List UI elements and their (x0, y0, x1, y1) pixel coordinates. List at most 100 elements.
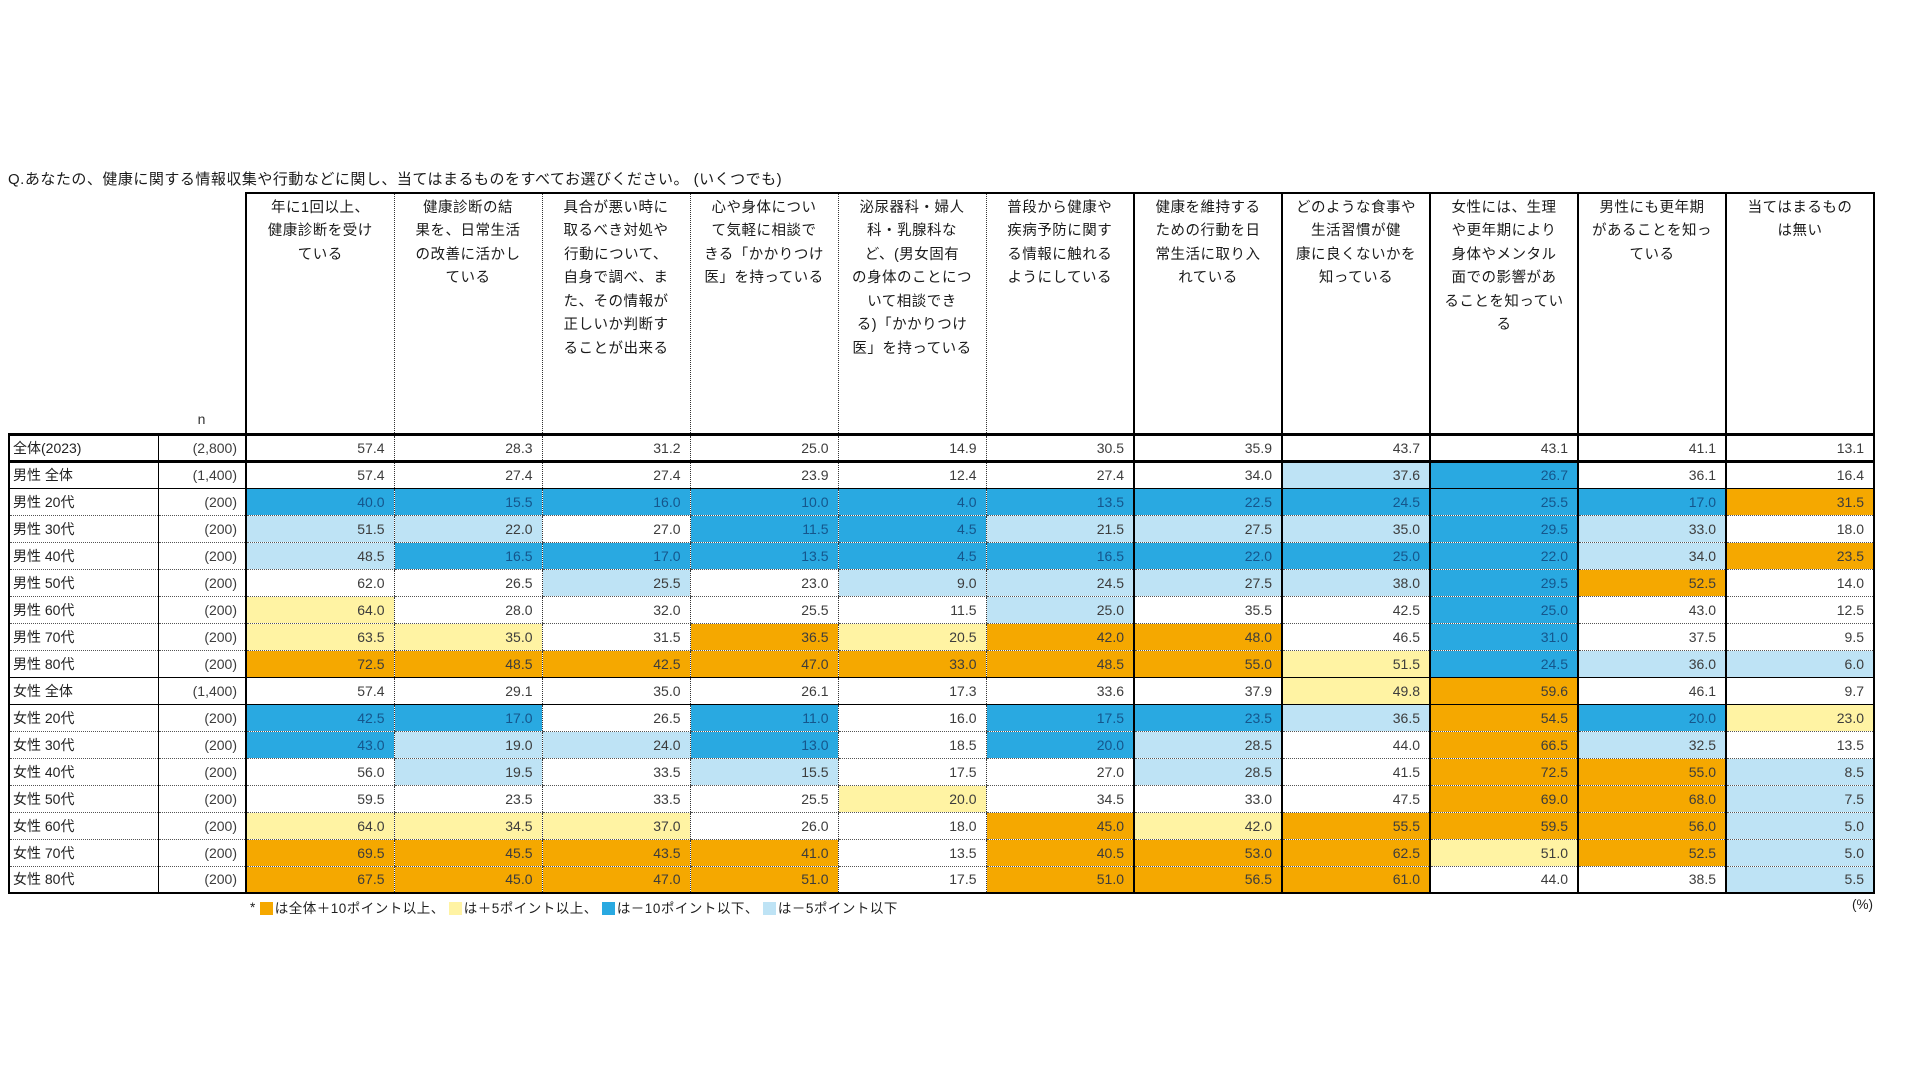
table-cell: 45.0 (393, 866, 542, 894)
legend-swatch-above10 (259, 902, 273, 915)
table-cell: 27.5 (1133, 569, 1282, 597)
table-cell: 12.4 (837, 461, 986, 489)
table-row: 女性 30代 (200) 43.0 19.0 24.0 13.0 18.5 20.0 28.5 4… (8, 731, 1875, 759)
table-cell: 37.5 (1577, 623, 1726, 651)
table-cell: 11.5 (689, 515, 838, 543)
table-cell: 67.5 (245, 866, 394, 894)
column-header: どのような食事や 生活習慣が健 康に良くないかを 知っている (1281, 192, 1430, 436)
table-cell: 22.0 (1133, 542, 1282, 570)
row-label: 男性 60代 (8, 596, 158, 624)
table-cell: 27.5 (1133, 515, 1282, 543)
table-cell: 37.0 (541, 812, 690, 840)
n-value: (200) (157, 812, 246, 840)
table-cell: 41.5 (1281, 758, 1430, 786)
table-cell: 30.5 (985, 434, 1134, 463)
table-cell: 24.0 (541, 731, 690, 759)
table-cell: 52.5 (1577, 839, 1726, 867)
table-cell: 59.6 (1429, 677, 1578, 705)
table-cell: 41.0 (689, 839, 838, 867)
table-cell: 35.9 (1133, 434, 1282, 463)
table-cell: 66.5 (1429, 731, 1578, 759)
table-cell: 28.5 (1133, 731, 1282, 759)
legend-swatch-below5 (762, 902, 776, 915)
table-cell: 43.5 (541, 839, 690, 867)
legend-swatch-above5 (448, 902, 462, 915)
table-cell: 22.0 (393, 515, 542, 543)
n-value: (200) (157, 488, 246, 516)
table-row: 男性 全体 (1,400) 57.4 27.4 27.4 23.9 12.4 27.4 34.0… (8, 461, 1875, 489)
n-value: (1,400) (157, 677, 246, 705)
table-cell: 55.0 (1577, 758, 1726, 786)
n-value: (200) (157, 650, 246, 678)
table-cell: 48.5 (245, 542, 394, 570)
table-cell: 44.0 (1429, 866, 1578, 894)
n-value: (1,400) (157, 461, 246, 489)
table-cell: 31.5 (1725, 488, 1875, 516)
question-title: Q.あなたの、健康に関する情報収集や行動などに関し、当てはまるものをすべてお選び… (8, 171, 783, 188)
table-cell: 26.0 (689, 812, 838, 840)
table-cell: 18.0 (1725, 515, 1875, 543)
table-cell: 13.5 (1725, 731, 1875, 759)
table-cell: 27.0 (985, 758, 1134, 786)
row-label: 男性 80代 (8, 650, 158, 678)
table-cell: 27.4 (393, 461, 542, 489)
table-cell: 56.5 (1133, 866, 1282, 894)
table-cell: 22.0 (1429, 542, 1578, 570)
table-cell: 25.5 (1429, 488, 1578, 516)
table-cell: 27.4 (541, 461, 690, 489)
table-cell: 25.0 (1281, 542, 1430, 570)
table-cell: 43.1 (1429, 434, 1578, 463)
table-cell: 34.5 (985, 785, 1134, 813)
table-cell: 27.0 (541, 515, 690, 543)
n-value: (200) (157, 515, 246, 543)
table-cell: 23.5 (1725, 542, 1875, 570)
table-cell: 4.5 (837, 515, 986, 543)
table-cell: 43.0 (1577, 596, 1726, 624)
table-cell: 32.0 (541, 596, 690, 624)
table-cell: 51.5 (245, 515, 394, 543)
table-cell: 72.5 (245, 650, 394, 678)
table-cell: 25.5 (541, 569, 690, 597)
table-cell: 23.5 (393, 785, 542, 813)
table-cell: 47.0 (541, 866, 690, 894)
table-row: 男性 70代 (200) 63.5 35.0 31.5 36.5 20.5 42.0 48.0 4… (8, 623, 1875, 651)
table-cell: 62.0 (245, 569, 394, 597)
table-cell: 25.0 (689, 434, 838, 463)
table-cell: 24.5 (1429, 650, 1578, 678)
table-cell: 16.5 (393, 542, 542, 570)
table-cell: 51.0 (689, 866, 838, 894)
table-cell: 36.0 (1577, 650, 1726, 678)
table-cell: 48.5 (985, 650, 1134, 678)
row-label: 女性 80代 (8, 866, 158, 894)
row-label: 男性 50代 (8, 569, 158, 597)
table-cell: 28.0 (393, 596, 542, 624)
n-value: (200) (157, 839, 246, 867)
table-cell: 63.5 (245, 623, 394, 651)
table-cell: 47.0 (689, 650, 838, 678)
table-cell: 51.5 (1281, 650, 1430, 678)
row-label: 女性 60代 (8, 812, 158, 840)
column-header: 泌尿器科・婦人 科・乳腺科な ど、(男女固有 の身体のことにつ いて相談でき る… (837, 192, 986, 436)
legend-swatch-below10 (601, 902, 615, 915)
table-cell: 19.5 (393, 758, 542, 786)
table-cell: 55.5 (1281, 812, 1430, 840)
table-row: 男性 20代 (200) 40.0 15.5 16.0 10.0 4.0 13.5 22.5 24… (8, 488, 1875, 516)
table-cell: 9.5 (1725, 623, 1875, 651)
table-cell: 45.5 (393, 839, 542, 867)
table-cell: 9.0 (837, 569, 986, 597)
table-cell: 33.0 (1577, 515, 1726, 543)
table-cell: 20.5 (837, 623, 986, 651)
table-cell: 26.5 (541, 704, 690, 732)
table-cell: 4.5 (837, 542, 986, 570)
table-cell: 51.0 (1429, 839, 1578, 867)
table-cell: 33.5 (541, 785, 690, 813)
table-cell: 33.0 (837, 650, 986, 678)
table-cell: 7.5 (1725, 785, 1875, 813)
table-cell: 42.0 (985, 623, 1134, 651)
corner-cell (9, 193, 158, 436)
table-cell: 23.9 (689, 461, 838, 489)
table-cell: 31.5 (541, 623, 690, 651)
table-cell: 40.0 (245, 488, 394, 516)
column-header: 健康診断の結 果を、日常生活 の改善に活かし ている (393, 192, 542, 436)
table-cell: 17.5 (837, 758, 986, 786)
